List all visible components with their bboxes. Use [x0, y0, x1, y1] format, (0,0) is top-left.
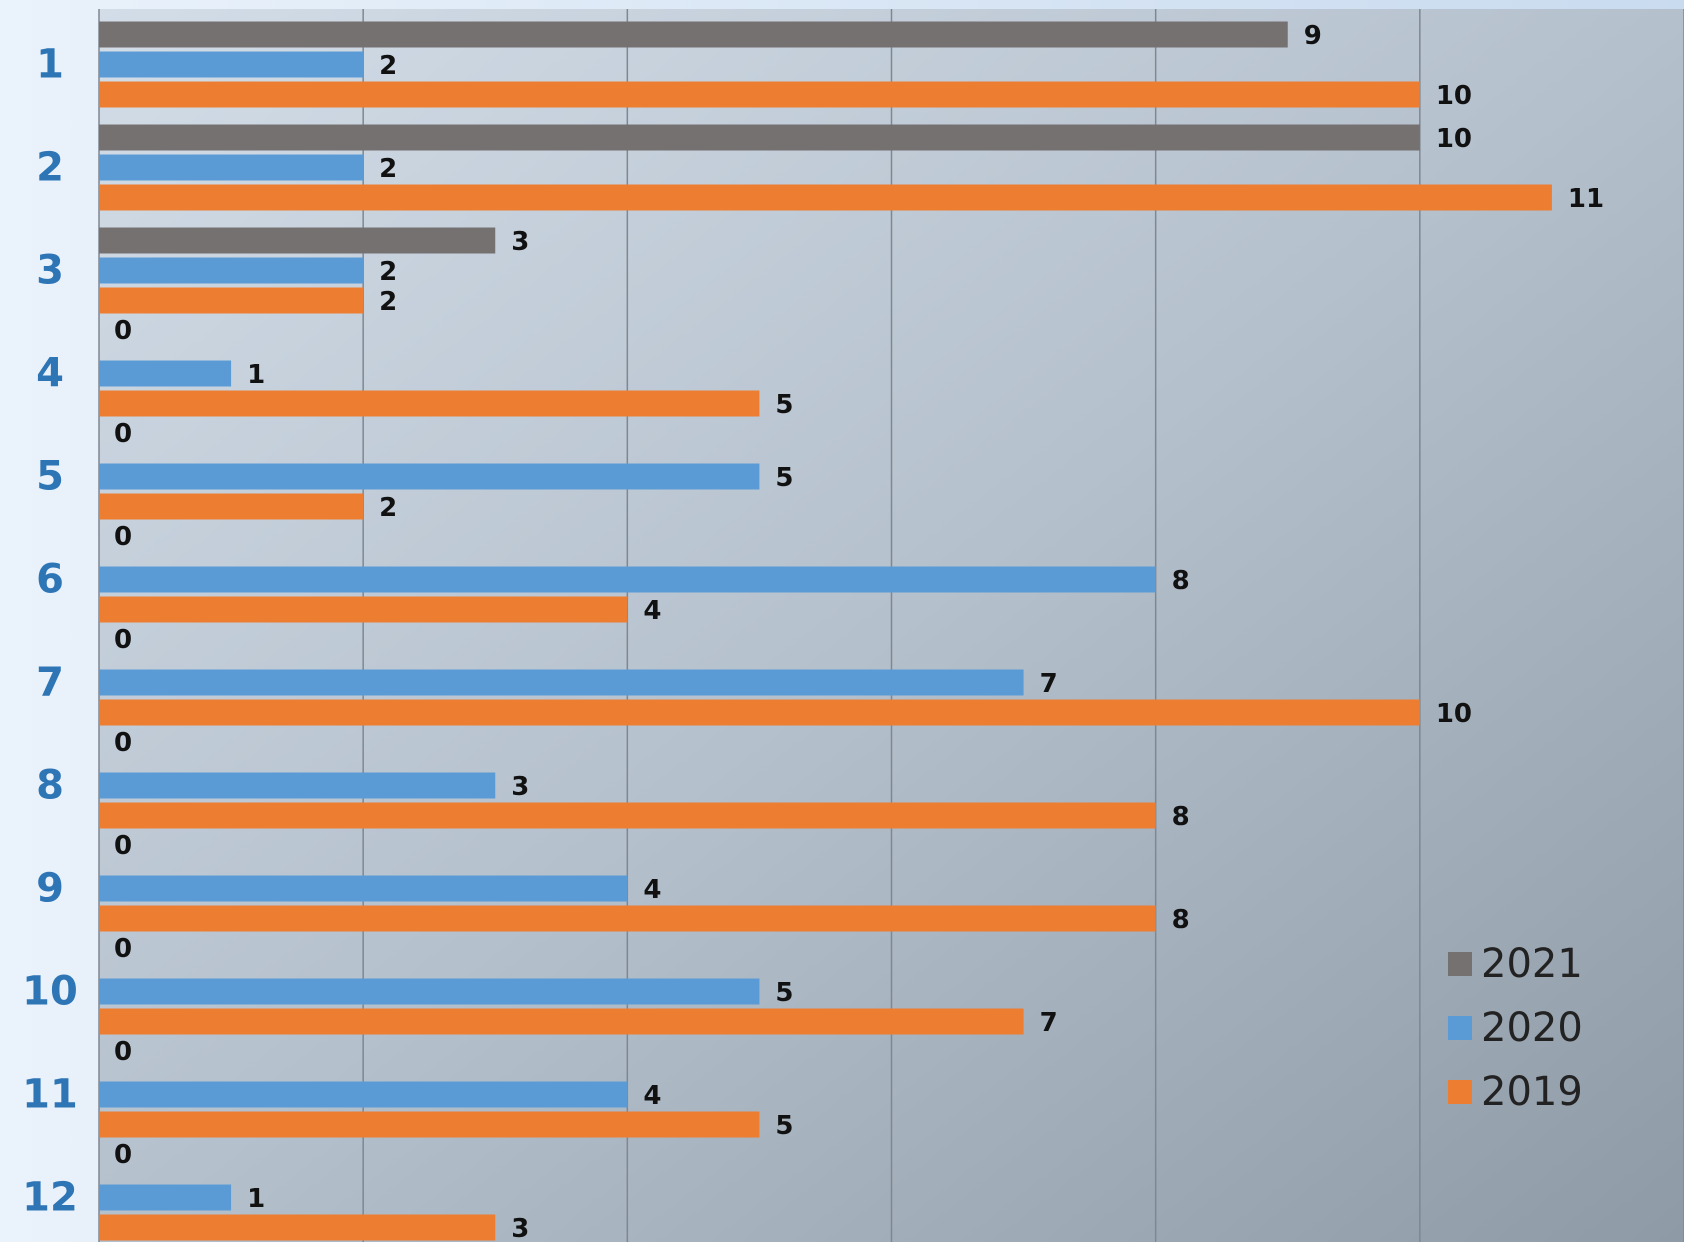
legend-swatch — [1448, 1016, 1472, 1040]
value-label: 8 — [1172, 566, 1190, 596]
bar — [99, 22, 1288, 48]
value-label: 3 — [511, 227, 529, 257]
value-label: 1 — [247, 1184, 265, 1214]
value-label: 11 — [1568, 184, 1604, 214]
value-label: 8 — [1172, 802, 1190, 832]
legend-label: 2019 — [1481, 1069, 1583, 1115]
bar — [99, 567, 1156, 593]
bar — [99, 361, 231, 387]
value-label: 2 — [379, 154, 397, 184]
y-tick-label: 9 — [36, 866, 64, 912]
y-tick-label: 8 — [36, 763, 64, 809]
bar — [99, 906, 1156, 932]
y-tick-label: 11 — [22, 1072, 78, 1118]
value-label: 0 — [114, 934, 132, 964]
bar — [99, 1009, 1024, 1035]
value-label: 0 — [114, 625, 132, 655]
bar — [99, 700, 1420, 726]
legend-swatch — [1448, 952, 1472, 976]
value-label: 2 — [379, 493, 397, 523]
y-tick-label: 7 — [36, 660, 64, 706]
value-label: 3 — [511, 1214, 529, 1242]
y-tick-label: 3 — [36, 248, 64, 294]
value-label: 8 — [1172, 905, 1190, 935]
bar — [99, 288, 363, 314]
value-label: 0 — [114, 522, 132, 552]
legend-label: 2020 — [1481, 1005, 1583, 1051]
bar — [99, 391, 759, 417]
bar — [99, 155, 363, 181]
value-label: 2 — [379, 51, 397, 81]
value-label: 7 — [1040, 1008, 1058, 1038]
y-tick-label: 6 — [36, 557, 64, 603]
y-tick-label: 10 — [22, 969, 78, 1015]
y-tick-label: 4 — [36, 351, 64, 397]
bar — [99, 52, 363, 78]
value-label: 10 — [1436, 699, 1472, 729]
bar — [99, 803, 1156, 829]
y-tick-label: 2 — [36, 145, 64, 191]
bar — [99, 258, 363, 284]
y-tick-label: 1 — [36, 42, 64, 88]
value-label: 0 — [114, 831, 132, 861]
bar — [99, 597, 627, 623]
bar — [99, 1185, 231, 1211]
legend-label: 2021 — [1481, 941, 1583, 987]
value-label: 10 — [1436, 81, 1472, 111]
bar — [99, 979, 759, 1005]
y-tick-label: 12 — [22, 1175, 78, 1221]
value-label: 1 — [247, 360, 265, 390]
value-label: 9 — [1304, 21, 1322, 51]
bar — [99, 494, 363, 520]
value-label: 5 — [775, 978, 793, 1008]
bar — [99, 773, 495, 799]
bar — [99, 185, 1552, 211]
value-label: 4 — [643, 596, 661, 626]
value-label: 2 — [379, 287, 397, 317]
value-label: 4 — [643, 875, 661, 905]
value-label: 10 — [1436, 124, 1472, 154]
bar — [99, 125, 1420, 151]
chart: 1921021021133224015505260847071080389048… — [0, 0, 1684, 1242]
value-label: 0 — [114, 1037, 132, 1067]
legend-swatch — [1448, 1080, 1472, 1104]
value-label: 2 — [379, 257, 397, 287]
bar — [99, 670, 1024, 696]
value-label: 7 — [1040, 669, 1058, 699]
value-label: 0 — [114, 728, 132, 758]
bar — [99, 1215, 495, 1241]
bar — [99, 464, 759, 490]
value-label: 3 — [511, 772, 529, 802]
bar — [99, 1112, 759, 1138]
bar — [99, 876, 627, 902]
value-label: 0 — [114, 1140, 132, 1170]
value-label: 0 — [114, 316, 132, 346]
bar — [99, 228, 495, 254]
value-label: 5 — [775, 390, 793, 420]
value-label: 0 — [114, 419, 132, 449]
bar — [99, 1082, 627, 1108]
value-label: 4 — [643, 1081, 661, 1111]
bar — [99, 82, 1420, 108]
value-label: 5 — [775, 1111, 793, 1141]
y-tick-label: 5 — [36, 454, 64, 500]
value-label: 5 — [775, 463, 793, 493]
